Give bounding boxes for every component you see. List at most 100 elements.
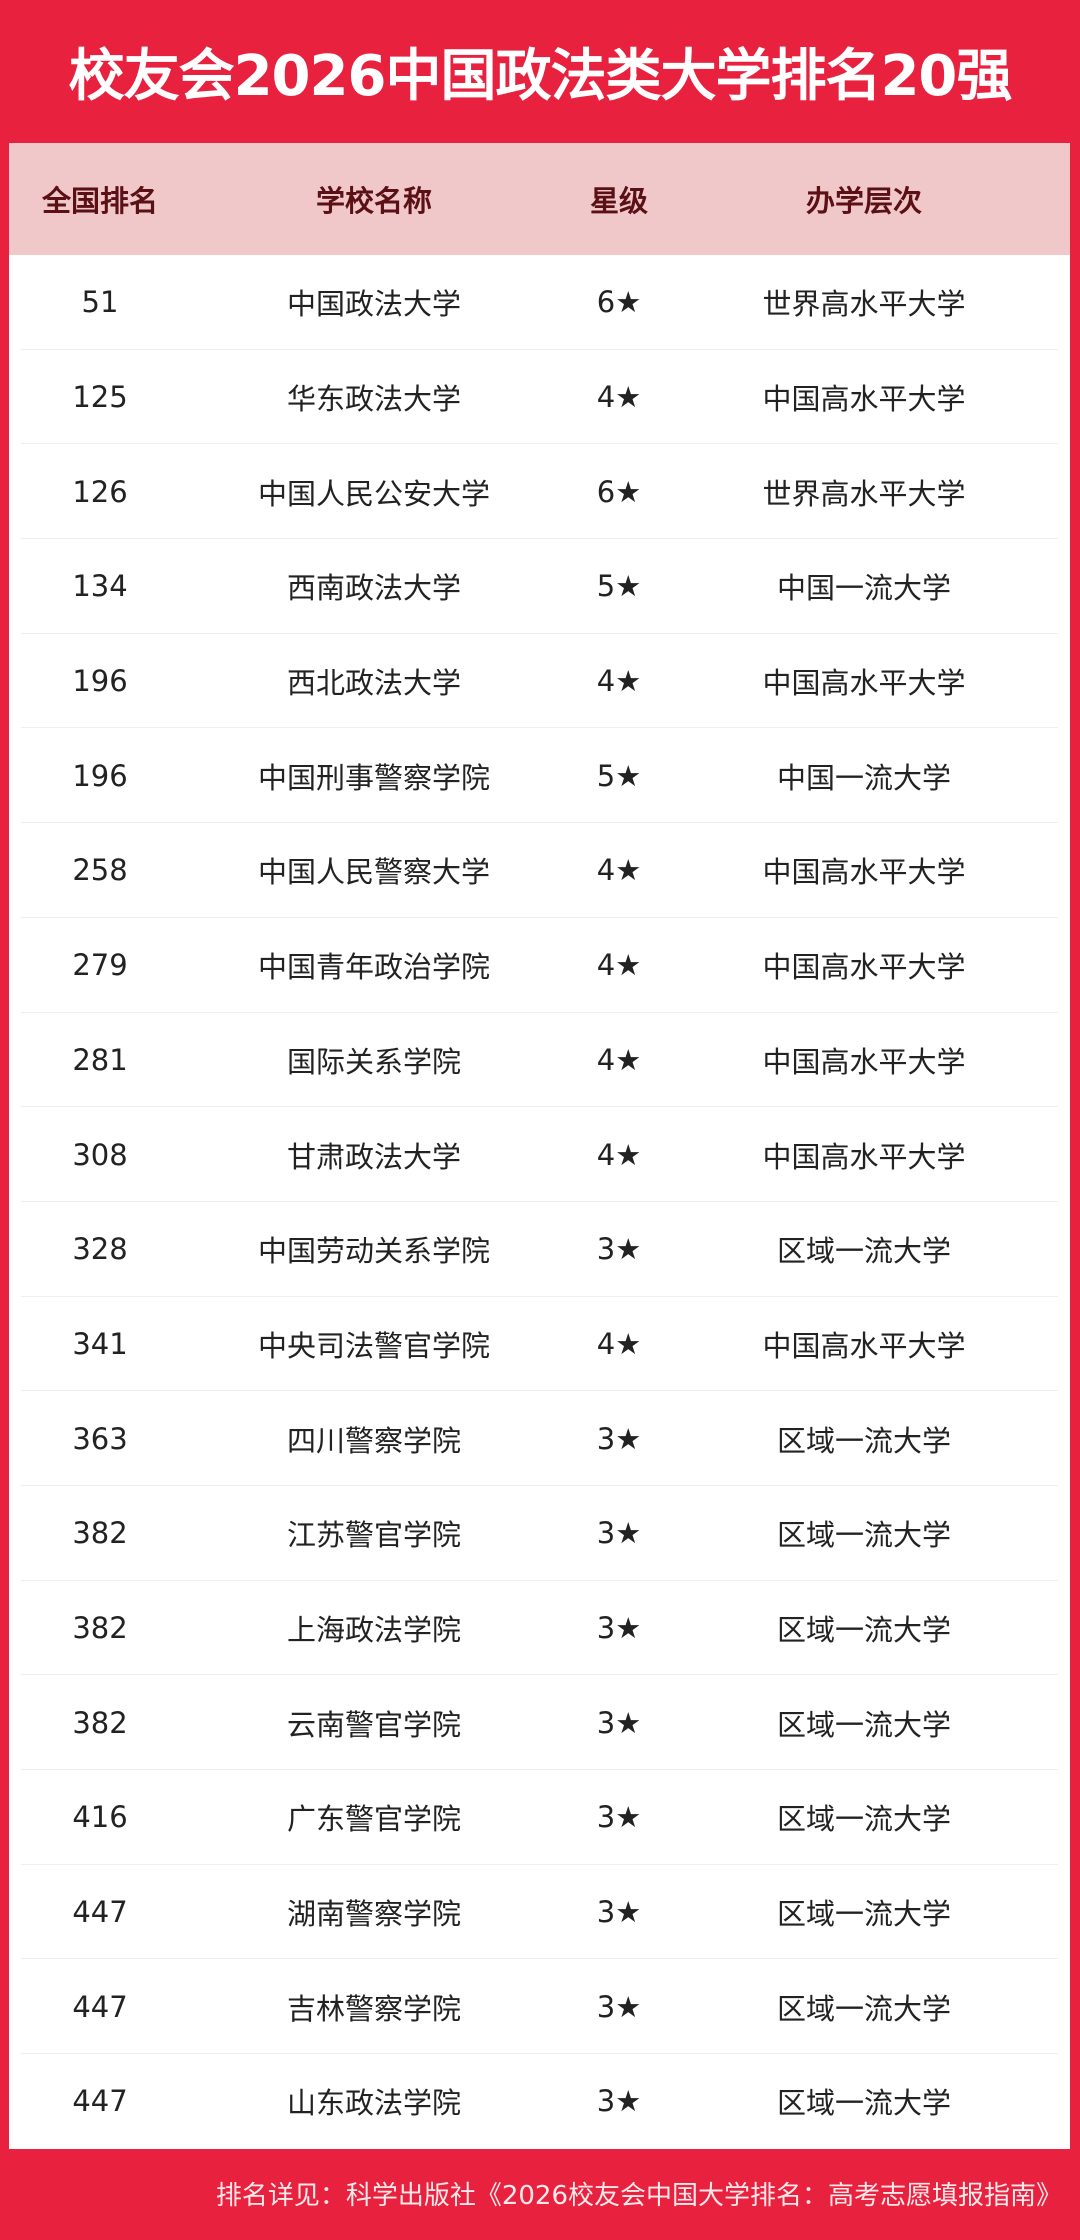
school-name-cell: 江苏警官学院 [286,1518,462,1553]
school-name-cell: 山东政法学院 [286,2086,462,2121]
level-cell: 中国一流大学 [776,760,952,795]
school-name-cell: 四川警察学院 [286,1423,462,1458]
star-rating-cell: 4★ [596,1042,642,1077]
school-name-cell: 中国人民警察大学 [257,855,491,890]
school-name-cell: 中国劳动关系学院 [257,1234,491,1269]
rank-cell: 308 [72,1137,128,1172]
star-rating-cell: 4★ [596,380,642,415]
table-row: 51 中国政法大学 6★ 世界高水平大学 [9,255,1070,350]
star-rating-cell: 3★ [596,2084,642,2119]
page-title: 校友会2026中国政法类大学排名20强 [68,44,1013,109]
rank-cell: 382 [72,1610,128,1645]
level-cell: 世界高水平大学 [762,476,966,511]
table-row: 447 吉林警察学院 3★ 区域一流大学 [9,1959,1070,2054]
star-rating-cell: 5★ [596,758,642,793]
table-row: 382 江苏警官学院 3★ 区域一流大学 [9,1486,1070,1581]
level-cell: 中国高水平大学 [762,1328,966,1363]
source-note: 排名详见：科学出版社《2026校友会中国大学排名：高考志愿填报指南》 [215,2181,1062,2211]
table-row: 382 云南警官学院 3★ 区域一流大学 [9,1675,1070,1770]
column-header-stars: 星级 [589,184,649,218]
level-cell: 中国高水平大学 [762,1044,966,1079]
rank-cell: 196 [72,758,128,793]
star-rating-cell: 3★ [596,1800,642,1835]
level-cell: 中国高水平大学 [762,666,966,701]
level-cell: 中国高水平大学 [762,382,966,417]
star-rating-cell: 4★ [596,1137,642,1172]
table-row: 196 西北政法大学 4★ 中国高水平大学 [9,634,1070,729]
rank-cell: 281 [72,1042,128,1077]
school-name-cell: 吉林警察学院 [286,1991,462,2026]
star-rating-cell: 4★ [596,948,642,983]
school-name-cell: 上海政法学院 [286,1612,462,1647]
table-row: 308 甘肃政法大学 4★ 中国高水平大学 [9,1107,1070,1202]
table-row: 279 中国青年政治学院 4★ 中国高水平大学 [9,918,1070,1013]
star-rating-cell: 5★ [596,569,642,604]
level-cell: 区域一流大学 [776,2086,952,2121]
rank-cell: 279 [72,948,128,983]
rank-cell: 125 [72,380,128,415]
level-cell: 中国高水平大学 [762,855,966,890]
table-row: 125 华东政法大学 4★ 中国高水平大学 [9,350,1070,445]
rank-cell: 328 [72,1232,128,1267]
star-rating-cell: 4★ [596,853,642,888]
school-name-cell: 国际关系学院 [286,1044,462,1079]
star-rating-cell: 6★ [596,474,642,509]
star-rating-cell: 6★ [596,285,642,320]
star-rating-cell: 3★ [596,1989,642,2024]
column-header-level: 办学层次 [805,184,923,218]
rank-cell: 447 [72,1895,128,1930]
rank-cell: 447 [72,1989,128,2024]
table-row: 416 广东警官学院 3★ 区域一流大学 [9,1770,1070,1865]
rank-cell: 126 [72,474,128,509]
rank-cell: 258 [72,853,128,888]
table-row: 447 山东政法学院 3★ 区域一流大学 [9,2054,1070,2149]
level-cell: 区域一流大学 [776,1234,952,1269]
rank-cell: 134 [72,569,128,604]
school-name-cell: 云南警官学院 [286,1707,462,1742]
school-name-cell: 甘肃政法大学 [286,1139,462,1174]
level-cell: 区域一流大学 [776,1802,952,1837]
school-name-cell: 中央司法警官学院 [257,1328,491,1363]
table-body: 51 中国政法大学 6★ 世界高水平大学 125 华东政法大学 4★ 中国高水平大学 126 中国… [9,255,1070,2149]
school-name-cell: 华东政法大学 [286,382,462,417]
school-name-cell: 西南政法大学 [286,571,462,606]
school-name-cell: 中国青年政治学院 [257,950,491,985]
star-rating-cell: 3★ [596,1421,642,1456]
star-rating-cell: 4★ [596,664,642,699]
table-row: 341 中央司法警官学院 4★ 中国高水平大学 [9,1297,1070,1392]
rank-cell: 382 [72,1516,128,1551]
table-row: 196 中国刑事警察学院 5★ 中国一流大学 [9,728,1070,823]
level-cell: 区域一流大学 [776,1707,952,1742]
school-name-cell: 中国刑事警察学院 [257,760,491,795]
table-row: 363 四川警察学院 3★ 区域一流大学 [9,1391,1070,1486]
star-rating-cell: 3★ [596,1516,642,1551]
level-cell: 区域一流大学 [776,1897,952,1932]
level-cell: 中国高水平大学 [762,1139,966,1174]
star-rating-cell: 3★ [596,1895,642,1930]
level-cell: 区域一流大学 [776,1518,952,1553]
rank-cell: 382 [72,1705,128,1740]
school-name-cell: 广东警官学院 [286,1802,462,1837]
star-rating-cell: 3★ [596,1232,642,1267]
level-cell: 中国一流大学 [776,571,952,606]
table-row: 447 湖南警察学院 3★ 区域一流大学 [9,1865,1070,1960]
level-cell: 中国高水平大学 [762,950,966,985]
table-row: 281 国际关系学院 4★ 中国高水平大学 [9,1013,1070,1108]
rank-cell: 416 [72,1800,128,1835]
star-rating-cell: 3★ [596,1705,642,1740]
school-name-cell: 中国人民公安大学 [257,476,491,511]
ranking-table: 全国排名 学校名称 星级 办学层次 51 中国政法大学 6★ 世界高水平大学 125 华东… [9,143,1070,2149]
school-name-cell: 湖南警察学院 [286,1897,462,1932]
level-cell: 世界高水平大学 [762,287,966,322]
level-cell: 区域一流大学 [776,1423,952,1458]
table-row: 258 中国人民警察大学 4★ 中国高水平大学 [9,823,1070,918]
table-row: 126 中国人民公安大学 6★ 世界高水平大学 [9,444,1070,539]
level-cell: 区域一流大学 [776,1991,952,2026]
table-row: 134 西南政法大学 5★ 中国一流大学 [9,539,1070,634]
table-row: 382 上海政法学院 3★ 区域一流大学 [9,1581,1070,1676]
level-cell: 区域一流大学 [776,1612,952,1647]
rank-cell: 447 [72,2084,128,2119]
column-header-school: 学校名称 [315,184,433,218]
star-rating-cell: 4★ [596,1326,642,1361]
rank-cell: 363 [72,1421,128,1456]
